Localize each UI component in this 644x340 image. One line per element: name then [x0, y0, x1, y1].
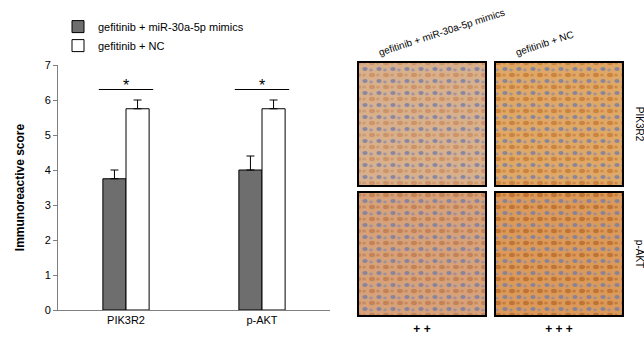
svg-text:2: 2: [45, 234, 51, 246]
svg-text:*: *: [259, 77, 265, 94]
svg-text:+ +: + +: [413, 322, 430, 336]
svg-text:PIK3R2: PIK3R2: [107, 314, 145, 326]
svg-text:Immunoreactive score: Immunoreactive score: [13, 123, 27, 251]
svg-text:gefitinib + miR-30a-5p mimics: gefitinib + miR-30a-5p mimics: [377, 7, 506, 58]
svg-text:p-AKT: p-AKT: [634, 240, 644, 268]
svg-text:p-AKT: p-AKT: [246, 314, 277, 326]
svg-text:gefitinib + NC: gefitinib + NC: [98, 40, 164, 52]
svg-text:7: 7: [45, 59, 51, 71]
svg-text:gefitinib + miR-30a-5p mimics: gefitinib + miR-30a-5p mimics: [98, 21, 244, 33]
svg-text:gefitinib + NC: gefitinib + NC: [514, 29, 575, 58]
svg-text:6: 6: [45, 94, 51, 106]
svg-text:1: 1: [45, 269, 51, 281]
svg-text:PIK3R2: PIK3R2: [634, 107, 644, 142]
svg-text:*: *: [123, 77, 129, 94]
svg-text:0: 0: [45, 304, 51, 316]
svg-text:+ + +: + + +: [545, 322, 573, 336]
svg-text:3: 3: [45, 199, 51, 211]
svg-text:5: 5: [45, 129, 51, 141]
svg-text:4: 4: [45, 164, 51, 176]
